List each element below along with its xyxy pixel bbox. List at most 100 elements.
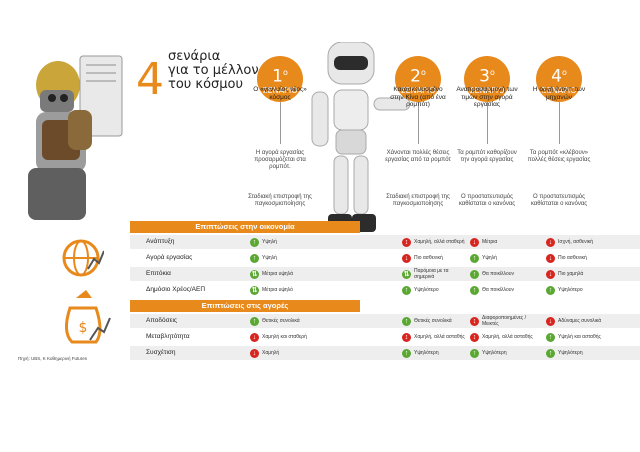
scenario-labor-market-text: Χάνονται πολλές θέσεις εργασίας από τα ρ… bbox=[385, 150, 451, 163]
arrow-up-icon: ↑ bbox=[250, 237, 259, 247]
scenario-labor-market-text: Τα ρομπότ «κλέβουν» πολλές θέσεις εργασί… bbox=[527, 150, 591, 163]
table-cell: ↕ Διαφοροποιηµένες / Μεικτές bbox=[470, 314, 536, 328]
scenario-number: 4ο bbox=[551, 66, 567, 87]
arrow-down-icon: ↓ bbox=[546, 269, 555, 279]
scenario-globalization-text: Σταδιακή επιστροφή της παγκοσμιοποίησης bbox=[386, 194, 450, 207]
cell-value: Χαμηλή, αλλά ασταθής bbox=[482, 334, 533, 340]
scenario-4-badge: 4ο ΣΕΝΑΡΙΟ bbox=[536, 56, 582, 102]
cell-value: Μέτρια υψηλό bbox=[262, 287, 293, 293]
scenario-globalization-text: Ο προστατευτισμός καθίσταται ο κανόνας bbox=[530, 194, 588, 207]
money-bag-chart-icon: $ bbox=[65, 290, 111, 344]
arrow-down-icon: ↓ bbox=[250, 348, 259, 358]
row-label: Αγορά εργασίας bbox=[146, 254, 193, 261]
table-cell: ↑ Θετικές συνολικά bbox=[250, 314, 390, 328]
page-title: σενάρια για το μέλλον του κόσμου bbox=[168, 49, 259, 92]
scenario-1-badge: 1ο ΣΕΝΑΡΙΟ bbox=[257, 56, 303, 102]
cell-value: Υψηλότερο bbox=[414, 287, 439, 293]
table-cell: ↑ Υψηλή και ασταθής bbox=[546, 330, 612, 344]
arrow-up-icon: ↑ bbox=[470, 269, 479, 279]
scenario-labor-market-text: Η αγορά εργασίας προσαρμόζεται στα ρομπό… bbox=[254, 150, 306, 170]
scenario-number: 3ο bbox=[479, 66, 495, 87]
arrow-up-icon: ↑ bbox=[470, 348, 479, 358]
table-cell: ↓ Αδύναμες συνολικά bbox=[546, 314, 612, 328]
arrow-up-icon: ↑ bbox=[402, 316, 411, 326]
scenario-connector-line bbox=[280, 102, 281, 144]
scenario-label: ΣΕΝΑΡΙΟ bbox=[400, 85, 436, 95]
cell-value: Χαμηλή, αλλά ασταθής bbox=[414, 334, 465, 340]
table-cell: ↑ Υψηλότερο bbox=[546, 283, 612, 297]
cell-value: Διαφοροποιηµένες / Μεικτές bbox=[482, 315, 526, 327]
cell-value: Θετικές συνολικά bbox=[414, 318, 452, 324]
title-number: 4 bbox=[136, 54, 164, 105]
scenario-3-badge: 3ο ΣΕΝΑΡΙΟ bbox=[464, 56, 510, 102]
scenario-connector-line bbox=[559, 102, 560, 144]
arrow-down-icon: ↓ bbox=[546, 253, 555, 263]
scenario-2-badge: 2ο ΣΕΝΑΡΙΟ bbox=[395, 56, 441, 102]
row-label: Συσχέτιση bbox=[146, 349, 176, 356]
cell-value: Υψηλότερο bbox=[558, 287, 583, 293]
arrow-up-icon: ↑ bbox=[250, 253, 259, 263]
arrow-down-icon: ↓ bbox=[470, 237, 479, 247]
cell-value: Υψηλή bbox=[262, 239, 277, 245]
white-humanoid-robot-illustration bbox=[311, 42, 410, 232]
arrow-down-icon: ↓ bbox=[546, 316, 555, 326]
mixed-arrows-icon: ↕ bbox=[470, 316, 479, 326]
section-header: Επιπτώσεις στην οικονομία bbox=[130, 221, 360, 233]
cell-value: Υψηλή και ασταθής bbox=[558, 334, 601, 340]
globe-growth-icon bbox=[62, 239, 104, 277]
scenario-title: Η οργή έναντι των μηχανών bbox=[532, 86, 586, 101]
scenario-globalization-text: Σταδιακή επιστροφή της παγκοσμιοποίησης bbox=[248, 194, 312, 207]
table-cell: ⇅ Μέτρια υψηλά bbox=[250, 267, 390, 281]
table-cell: ↕ Χαμηλή, αλλά ασταθής bbox=[470, 330, 536, 344]
table-cell: ↑ Υψηλότερο bbox=[402, 283, 468, 297]
arrow-up-icon: ↑ bbox=[402, 285, 411, 295]
cell-value: Υψηλότερη bbox=[414, 350, 439, 356]
table-cell: ⇅ Παρόμοια με τα σημερινά bbox=[402, 267, 468, 281]
table-cell: ↑ Υψηλή bbox=[250, 251, 390, 265]
cell-value: Θα ποικίλλουν bbox=[482, 287, 514, 293]
table-cell: ↑ Υψηλότερη bbox=[402, 346, 468, 360]
arrow-down-icon: ↓ bbox=[546, 237, 555, 247]
row-label: Μεταβλητότητα bbox=[146, 333, 190, 340]
row-label: Ανάπτυξη bbox=[146, 238, 175, 245]
table-cell: ↑ Υψηλή bbox=[470, 251, 536, 265]
arrow-up-icon: ↑ bbox=[250, 316, 259, 326]
scenario-number: 2ο bbox=[410, 66, 426, 87]
table-cell: ↓ Πιο ασθενική bbox=[402, 251, 468, 265]
scenario-labor-market-text: Τα ρομπότ καθορίζουν την αγορά εργασίας bbox=[457, 150, 517, 163]
table-cell: ↑ Θα ποικίλλουν bbox=[470, 283, 536, 297]
source-note: Πηγή: UBS, Κ Καθημερινή Futures bbox=[18, 356, 87, 361]
cell-value: Αδύναμες συνολικά bbox=[558, 318, 602, 324]
mixed-arrows-icon: ↕ bbox=[470, 332, 479, 342]
svg-text:$: $ bbox=[79, 320, 88, 336]
scenario-label: ΣΕΝΑΡΙΟ bbox=[469, 85, 505, 95]
table-cell: ↑ Υψηλότερη bbox=[470, 346, 536, 360]
scenario-label: ΣΕΝΑΡΙΟ bbox=[262, 85, 298, 95]
table-cell: ↑ Θα ποικίλλουν bbox=[470, 267, 536, 281]
equal-arrows-icon: ⇅ bbox=[250, 269, 259, 279]
cell-value: Χαμηλή, αλλά σταθερή bbox=[414, 239, 465, 245]
table-cell: ↓ Πιο ασθενική bbox=[546, 251, 612, 265]
table-cell: ↑ Υψηλότερη bbox=[546, 346, 612, 360]
row-label: Επιτόκια bbox=[146, 270, 171, 277]
arrow-down-icon: ↓ bbox=[250, 332, 259, 342]
arrow-down-icon: ↓ bbox=[402, 253, 411, 263]
cell-value: Υψηλότερη bbox=[558, 350, 583, 356]
table-cell: ↓ Χαμηλή bbox=[250, 346, 390, 360]
scenario-label: ΣΕΝΑΡΙΟ bbox=[541, 85, 577, 95]
cell-value: Μέτρια υψηλά bbox=[262, 271, 293, 277]
scenario-title: Κατασκευασμένο στην Κίνα (από ένα ρομπότ… bbox=[390, 86, 446, 108]
table-cell: ↓ Πιο χαμηλά bbox=[546, 267, 612, 281]
scenario-connector-line bbox=[418, 102, 419, 144]
row-label: Δημόσιο Χρέος/ΑΕΠ bbox=[146, 286, 206, 293]
table-cell: ↕ Χαμηλή, αλλά σταθερή bbox=[402, 235, 468, 249]
arrow-up-icon: ↑ bbox=[470, 285, 479, 295]
cell-value: Θετικές συνολικά bbox=[262, 318, 300, 324]
table-cell: ↓ Χαμηλή και σταθερή bbox=[250, 330, 390, 344]
scenario-title: Αναπροσαρμογή των τιμών στην αγορά εργασ… bbox=[456, 86, 518, 108]
scenario-number: 1ο bbox=[272, 66, 288, 87]
scenario-connector-line bbox=[487, 102, 488, 144]
row-label: Αποδόσεις bbox=[146, 317, 178, 324]
mixed-arrows-icon: ↕ bbox=[402, 237, 411, 247]
table-cell: ↓ Μέτρια bbox=[470, 235, 536, 249]
